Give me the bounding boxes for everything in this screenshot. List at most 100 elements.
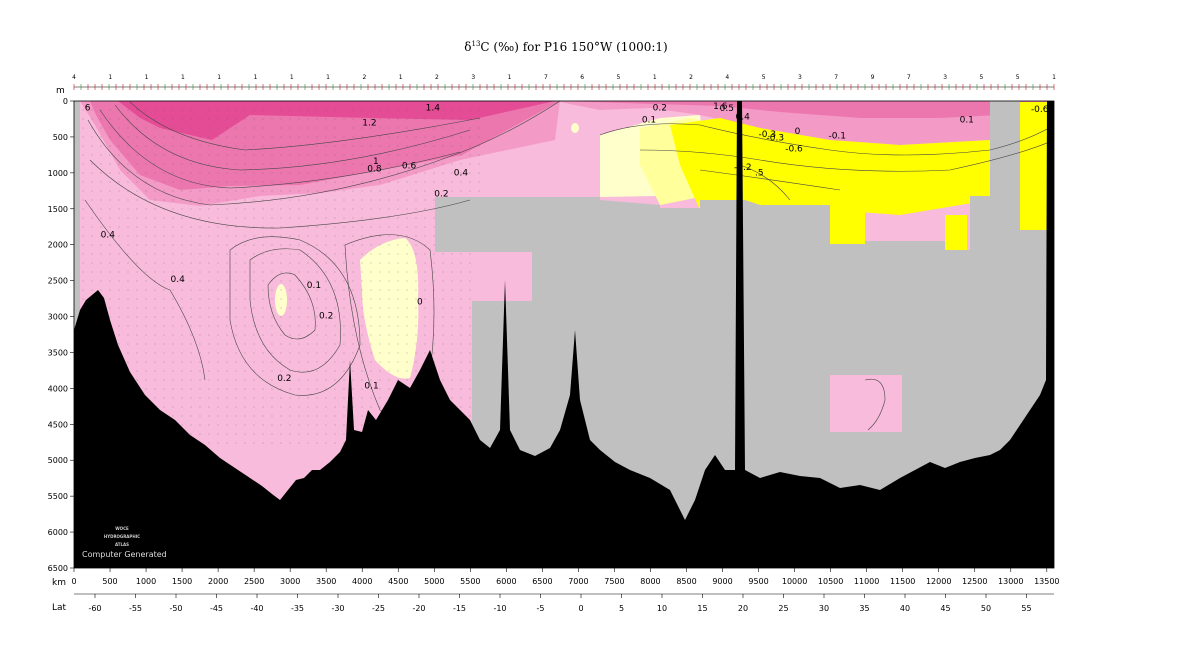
contour-value-label: 0.4	[171, 275, 186, 285]
contour-value-label: 1.6	[713, 102, 728, 112]
depth-tick-label: 6500	[48, 564, 68, 573]
lat-tick-label: -15	[453, 604, 466, 613]
contour-value-label: 0.1	[642, 116, 656, 126]
depth-tick-label: 1500	[48, 205, 68, 214]
plot-frame	[73, 100, 1055, 569]
contour-value-label: -0.2	[734, 163, 752, 173]
km-tick-label: 7000	[568, 577, 588, 586]
contour-value-label: 0.8	[367, 164, 382, 174]
km-tick-label: 5000	[424, 577, 444, 586]
km-tick-label: 12500	[962, 577, 987, 586]
lat-axis-label: Lat	[52, 603, 67, 613]
contour-value-label: -0.3	[759, 130, 777, 140]
lat-tick-label: -55	[129, 604, 142, 613]
station-label: 1	[1052, 74, 1056, 81]
contour-value-label: 0.6	[402, 162, 417, 172]
lat-tick-label: -5	[537, 604, 545, 613]
contour-value-label: 0	[417, 297, 423, 307]
depth-tick-label: 5500	[48, 492, 68, 501]
depth-tick-label: 2000	[48, 241, 68, 250]
no-data-south-strip	[74, 101, 80, 331]
station-label: 5	[1016, 74, 1020, 81]
lat-tick-label: 0	[578, 604, 583, 613]
station-label: 2	[362, 74, 366, 81]
km-tick-label: 10500	[818, 577, 843, 586]
contour-value-label: 0.2	[653, 103, 667, 113]
contour-value-label: .5	[755, 169, 764, 179]
lat-tick-label: -50	[169, 604, 182, 613]
lat-tick-label: -45	[210, 604, 223, 613]
credit-logo-line3: ATLAS	[115, 542, 129, 547]
km-tick-label: 1000	[136, 577, 156, 586]
depth-tick-label: 2500	[48, 277, 68, 286]
station-label: 5	[617, 74, 621, 81]
lat-tick-label: 5	[619, 604, 624, 613]
station-label: 1	[653, 74, 657, 81]
contour-value-label: 1	[373, 157, 379, 167]
depth-tick-label: 4000	[48, 384, 68, 393]
lat-tick-label: 35	[859, 604, 869, 613]
lat-tick-label: -10	[493, 604, 506, 613]
lat-tick-label: -30	[331, 604, 344, 613]
km-tick-label: 13000	[998, 577, 1023, 586]
y-axis-unit: m	[56, 86, 65, 96]
depth-tick-label: 500	[53, 133, 68, 142]
km-tick-label: 3000	[280, 577, 300, 586]
km-tick-label: 0	[71, 577, 76, 586]
station-label: 2	[689, 74, 693, 81]
km-tick-label: 4500	[388, 577, 408, 586]
contour-value-label: 0.4	[101, 231, 116, 241]
station-label: 7	[834, 74, 838, 81]
contour-value-label: -0.3	[766, 134, 784, 144]
contour-value-label: 0	[795, 127, 801, 137]
contour-value-label: -0.6	[1031, 105, 1049, 115]
km-tick-label: 11500	[890, 577, 915, 586]
station-label: 1	[326, 74, 330, 81]
lat-tick-label: -20	[412, 604, 425, 613]
contour-value-label: 0.2	[277, 374, 291, 384]
depth-tick-label: 1000	[48, 169, 68, 178]
station-label: 1	[508, 74, 512, 81]
x-axis-unit: km	[52, 578, 66, 588]
field-yellow-box-1	[830, 205, 865, 244]
distance-axis: 0 500 1000 1500 2000 2500 3000 3500 4000 4500 5000…	[71, 568, 1060, 586]
plot-area: 6 1.4 1.2 10.8 0.6 0.4 0.2 0.4 0.4 0.1 0.2 0 0.2 0.1 0…	[74, 101, 1054, 568]
contour-value-label: 1.4	[426, 103, 441, 113]
contour-value-label: 0.2	[434, 190, 448, 200]
station-label-strip: 4 1 1 1 1 1 1 1 2 1 2 3 1 7 6 5 1 2 4 5 3 7 9 7 3 5 5 1	[72, 74, 1056, 81]
credit-logo-line1: WOCE	[115, 526, 129, 531]
station-label: 9	[871, 74, 875, 81]
km-tick-label: 13500	[1034, 577, 1059, 586]
depth-tick-label: 4500	[48, 420, 68, 429]
field-band-low-north	[670, 118, 1054, 230]
lat-tick-label: 30	[819, 604, 829, 613]
lat-tick-label: -35	[291, 604, 304, 613]
contour-value-label: 6	[85, 103, 91, 113]
station-label: 1	[181, 74, 185, 81]
station-label: 1	[217, 74, 221, 81]
km-tick-label: 4000	[352, 577, 372, 586]
lat-tick-label: 40	[900, 604, 910, 613]
lat-tick-label: 50	[981, 604, 991, 613]
contour-value-label: 0.1	[307, 281, 321, 291]
contour-value-label: 1.2	[362, 118, 376, 128]
chart-title: δ13C (‰) for P16 150°W (1000:1)	[464, 40, 667, 54]
km-tick-label: 12000	[926, 577, 951, 586]
field-box-equator	[472, 252, 532, 301]
field-patch-mid-3	[571, 123, 579, 133]
station-label: 1	[254, 74, 258, 81]
depth-tick-label: 5000	[48, 456, 68, 465]
contour-value-label: 0.1	[960, 116, 974, 126]
lat-tick-label: 20	[738, 604, 748, 613]
station-label: 3	[943, 74, 947, 81]
depth-tick-label: 0	[63, 97, 68, 106]
station-label: 1	[399, 74, 403, 81]
station-label: 5	[762, 74, 766, 81]
km-tick-label: 8000	[640, 577, 660, 586]
station-label: 7	[544, 74, 548, 81]
km-tick-label: 1500	[172, 577, 192, 586]
field-band-low-far-north	[1020, 102, 1054, 230]
depth-tick-label: 6000	[48, 528, 68, 537]
station-tick-marks	[73, 84, 1055, 90]
km-tick-label: 9500	[748, 577, 768, 586]
